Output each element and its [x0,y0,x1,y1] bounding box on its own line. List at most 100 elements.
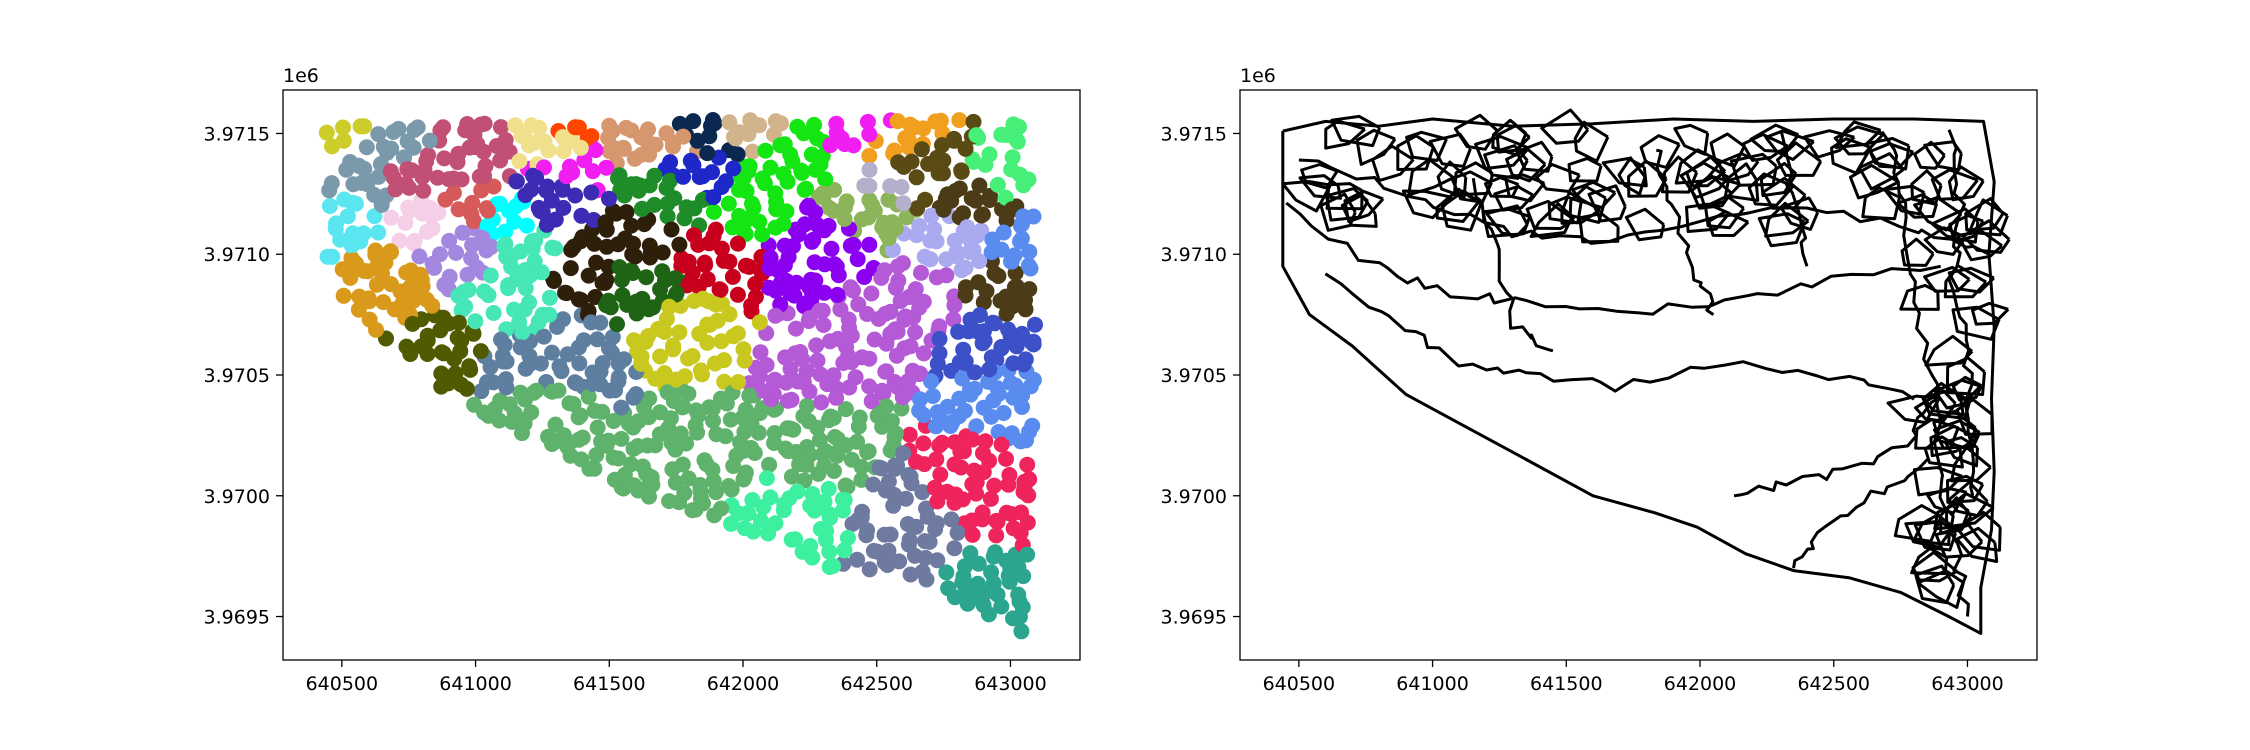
scatter-point [761,456,778,473]
scatter-point [382,163,399,180]
scatter-point [915,345,932,362]
cell-boundary-line [1695,175,1742,210]
scatter-point [713,179,730,195]
scatter-point [914,484,931,501]
scatter-point [601,190,617,207]
scatter-point [609,316,625,333]
cell-boundary-line [1848,163,1900,200]
scatter-point [812,156,829,173]
scatter-point [549,318,565,335]
scatter-point [977,156,994,173]
scatter-point [917,191,934,208]
scatter-point [627,248,644,265]
scatter-point [424,297,441,314]
scatter-point [923,207,940,224]
scatter-point [699,271,716,288]
scatter-point [751,213,768,230]
scatter-point [539,178,556,195]
scatter-point [968,418,985,435]
scatter-point [686,293,702,309]
scatter-point [454,224,471,241]
scatter-point [872,404,889,421]
scatter-point [517,360,534,377]
scatter-point [752,344,769,361]
scatter-point [802,446,818,463]
scatter-point [561,395,578,412]
scatter-point [413,286,430,303]
cell-boundary-line [1679,161,1730,199]
scatter-point [465,325,482,342]
scatter-point [964,526,981,543]
scatter-point [1015,356,1032,373]
scatter-point [1008,338,1025,355]
scatter-point [411,248,428,265]
scatter-point [432,122,449,139]
cell-boundary-line [1913,140,1946,170]
scatter-point [567,119,584,136]
scatter-point [511,153,528,170]
scatter-point [703,117,719,134]
cell-boundary-line [1560,191,1601,225]
scatter-point [321,182,338,199]
scatter-point [680,253,697,270]
scatter-point [467,313,484,330]
scatter-point [586,235,603,252]
scatter-point [544,383,561,400]
scatter-point [971,307,988,323]
scatter-point [907,281,924,298]
scatter-point [959,219,976,236]
scatter-point [935,201,952,218]
cell-boundary-line [1673,123,1710,156]
scatter-point [735,471,752,488]
scatter-point [806,116,823,133]
scatter-point [946,589,963,606]
y-tick-label: 3.9700 [204,486,270,508]
y-tick-label: 3.9705 [204,365,270,387]
scatter-point [421,132,438,149]
scatter-point [382,243,399,260]
cell-boundary-line [1741,133,1789,162]
scatter-point [583,314,600,331]
scatter-point [615,480,632,497]
scatter-point [970,589,987,606]
scatter-point [929,493,946,510]
scatter-point [882,178,899,195]
scatter-point [666,190,683,207]
scatter-point [401,179,418,196]
scatter-point [597,274,614,291]
scatter-point [837,477,854,494]
scatter-point [782,420,799,437]
scatter-point [906,119,923,136]
scatter-point [865,542,882,559]
scatter-point [528,382,545,399]
scatter-point [1014,399,1030,415]
cell-boundary-line [1729,152,1778,187]
scatter-point [849,251,866,268]
scatter-point [954,491,971,508]
scatter-point [332,231,349,248]
scatter-point [850,418,867,435]
scatter-point [826,463,842,479]
scatter-point [1025,336,1042,353]
scatter-point [633,201,650,218]
scatter-point [613,430,630,447]
scatter-point [641,390,658,407]
scatter-point [705,412,721,429]
x-tick-label: 640500 [1263,673,1336,695]
scatter-point [1015,568,1032,585]
region-boundary-line [1655,148,1715,316]
scatter-point [880,230,897,247]
scatter-point [589,331,606,348]
scatter-point [965,113,982,130]
scatter-point [615,141,632,157]
scatter-point [368,321,384,338]
scatter-point [775,502,792,519]
scatter-point [729,146,746,163]
scatter-point [811,432,828,448]
scatter-point [864,197,881,214]
scatter-point [654,244,671,261]
scatter-point [938,251,955,268]
scatter-point [616,351,632,368]
cell-boundary-line [1910,169,1943,206]
